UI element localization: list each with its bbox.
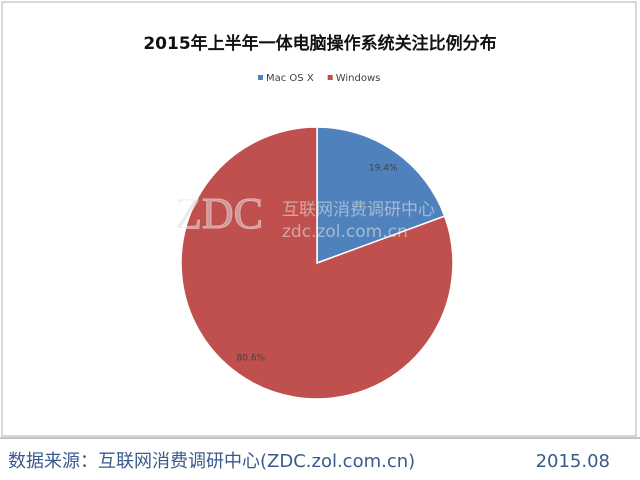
pie-slice (316, 126, 446, 265)
legend-label: Windows (336, 73, 381, 84)
legend-swatch (327, 75, 333, 80)
data-label: 80.6% (237, 353, 266, 363)
pie-slice (180, 126, 454, 400)
watermark-url: zdc.zol.com.cn (282, 222, 408, 242)
footer-date: 2015.08 (536, 451, 610, 472)
pie: 19.4% 80.6% (180, 126, 454, 400)
watermark-name: 互联网消费调研中心 (282, 200, 435, 220)
legend: Mac OS X Windows (258, 73, 380, 84)
legend-label: Mac OS X (266, 73, 314, 84)
legend-swatch (258, 75, 263, 80)
watermark: ZDC 互联网消费调研中心 zdc.zol.com.cn (175, 189, 436, 242)
footer-source: 数据来源：互联网消费调研中心(ZDC.zol.com.cn) (8, 451, 415, 472)
watermark-logo: ZDC (175, 189, 263, 238)
chart-title: 2015年上半年一体电脑操作系统关注比例分布 (143, 33, 496, 54)
data-label: 19.4% (369, 164, 398, 174)
